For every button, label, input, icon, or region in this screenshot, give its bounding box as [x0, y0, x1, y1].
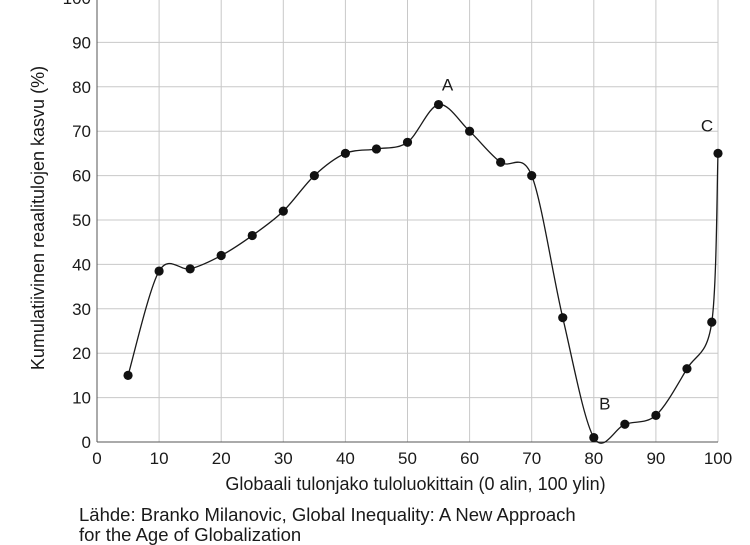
data-point	[558, 313, 568, 323]
annotation-label: A	[442, 76, 454, 95]
y-tick-label: 30	[72, 300, 91, 319]
source-note: Lähde: Branko Milanovic, Global Inequali…	[79, 504, 576, 545]
data-point	[620, 419, 630, 429]
data-point	[713, 148, 723, 158]
data-point	[527, 171, 537, 181]
y-tick-labels: 0 10 20 30 40 50 60 70 80 90 100	[63, 0, 91, 452]
y-tick-label: 40	[72, 255, 91, 274]
data-point	[278, 206, 288, 216]
data-point	[371, 144, 382, 154]
data-point	[123, 370, 133, 380]
grid	[96, 0, 719, 443]
axes	[96, 0, 718, 443]
y-tick-label: 90	[72, 33, 91, 52]
y-tick-label: 20	[72, 344, 91, 363]
annotations: A B C	[442, 76, 713, 414]
x-tick-label: 70	[522, 449, 541, 468]
data-point	[309, 171, 319, 181]
x-axis-label: Globaali tulonjako tuloluokittain (0 ali…	[225, 474, 605, 494]
y-tick-label: 10	[72, 389, 91, 408]
data-point	[402, 137, 413, 147]
data-point	[589, 432, 599, 443]
data-points	[123, 99, 723, 443]
data-point	[340, 148, 350, 158]
x-tick-labels: 0 10 20 30 40 50 60 70 80 90 100	[92, 449, 732, 468]
annotation-label: B	[599, 395, 610, 414]
data-point	[247, 230, 257, 241]
data-point	[185, 264, 195, 274]
data-point	[682, 364, 692, 374]
x-tick-label: 0	[92, 449, 101, 468]
y-tick-label: 80	[72, 78, 91, 97]
x-tick-label: 40	[336, 449, 355, 468]
x-tick-label: 10	[150, 449, 169, 468]
data-point	[496, 157, 506, 167]
data-point	[154, 266, 164, 276]
x-tick-label: 50	[398, 449, 417, 468]
y-tick-label: 100	[63, 0, 91, 8]
y-tick-label: 70	[72, 122, 91, 141]
y-tick-label: 60	[72, 167, 91, 186]
data-point	[465, 126, 475, 136]
data-point	[707, 317, 717, 327]
y-axis-label: Kumulatiivinen reaalitulojen kasvu (%)	[28, 66, 48, 370]
data-point	[651, 410, 661, 420]
data-point	[216, 250, 226, 261]
data-point	[433, 99, 444, 110]
series-line	[127, 103, 719, 444]
y-tick-label: 0	[82, 433, 91, 452]
x-tick-label: 100	[704, 449, 732, 468]
y-tick-label: 50	[72, 211, 91, 230]
annotation-label: C	[701, 116, 713, 135]
x-tick-label: 80	[584, 449, 603, 468]
x-tick-label: 60	[460, 449, 479, 468]
x-tick-label: 90	[646, 449, 665, 468]
x-tick-label: 20	[212, 449, 231, 468]
x-tick-label: 30	[274, 449, 293, 468]
